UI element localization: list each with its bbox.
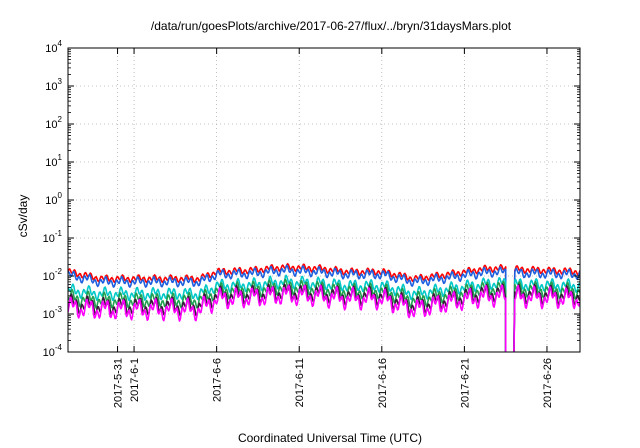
grid-lines [68,47,580,353]
x-tick-label: 2017-6-16 [377,358,389,408]
y-axis-label: cSv/day [16,195,30,238]
y-tick-exponent: 2 [58,115,63,124]
series-line-4 [68,278,580,352]
y-tick-exponent: -2 [55,267,63,276]
y-tick-label: 10-1 [43,229,63,245]
y-tick-label: 10-4 [43,343,63,359]
axis-ticks: 10410310210110010-110-210-310-42017-5-31… [43,39,580,408]
y-tick-label: 100 [45,191,62,207]
x-tick-label: 2017-6-26 [542,358,554,408]
y-tick-base: 10 [43,347,55,359]
y-tick-label: 101 [45,153,62,169]
y-tick-label: 103 [45,77,62,93]
y-tick-base: 10 [45,157,57,169]
y-tick-exponent: -1 [55,229,63,238]
x-tick-label: 2017-6-21 [459,358,471,408]
y-tick-exponent: 0 [58,191,63,200]
y-tick-base: 10 [45,119,57,131]
chart-title: /data/run/goesPlots/archive/2017-06-27/f… [151,19,512,33]
y-tick-base: 10 [45,81,57,93]
x-tick-label: 2017-6-6 [212,358,224,402]
x-tick-label: 2017-6-1 [129,358,141,402]
y-tick-label: 104 [45,39,62,55]
x-axis-label: Coordinated Universal Time (UTC) [238,431,422,445]
series-line-6 [68,284,580,352]
y-tick-base: 10 [45,195,57,207]
x-tick-label: 2017-5-31 [113,358,125,408]
y-tick-exponent: -4 [55,343,63,352]
y-tick-base: 10 [45,43,57,55]
y-tick-base: 10 [43,309,55,321]
y-tick-base: 10 [43,271,55,283]
y-tick-label: 10-2 [43,267,63,283]
x-tick-label: 2017-6-11 [294,358,306,407]
series-lines [68,262,580,352]
series-line-2 [68,264,580,352]
y-tick-exponent: 4 [58,39,63,48]
y-tick-exponent: -3 [55,305,63,314]
y-tick-label: 102 [45,115,62,131]
y-tick-exponent: 1 [58,153,63,162]
y-tick-base: 10 [43,233,55,245]
y-tick-exponent: 3 [58,77,63,86]
y-tick-label: 10-3 [43,305,63,321]
